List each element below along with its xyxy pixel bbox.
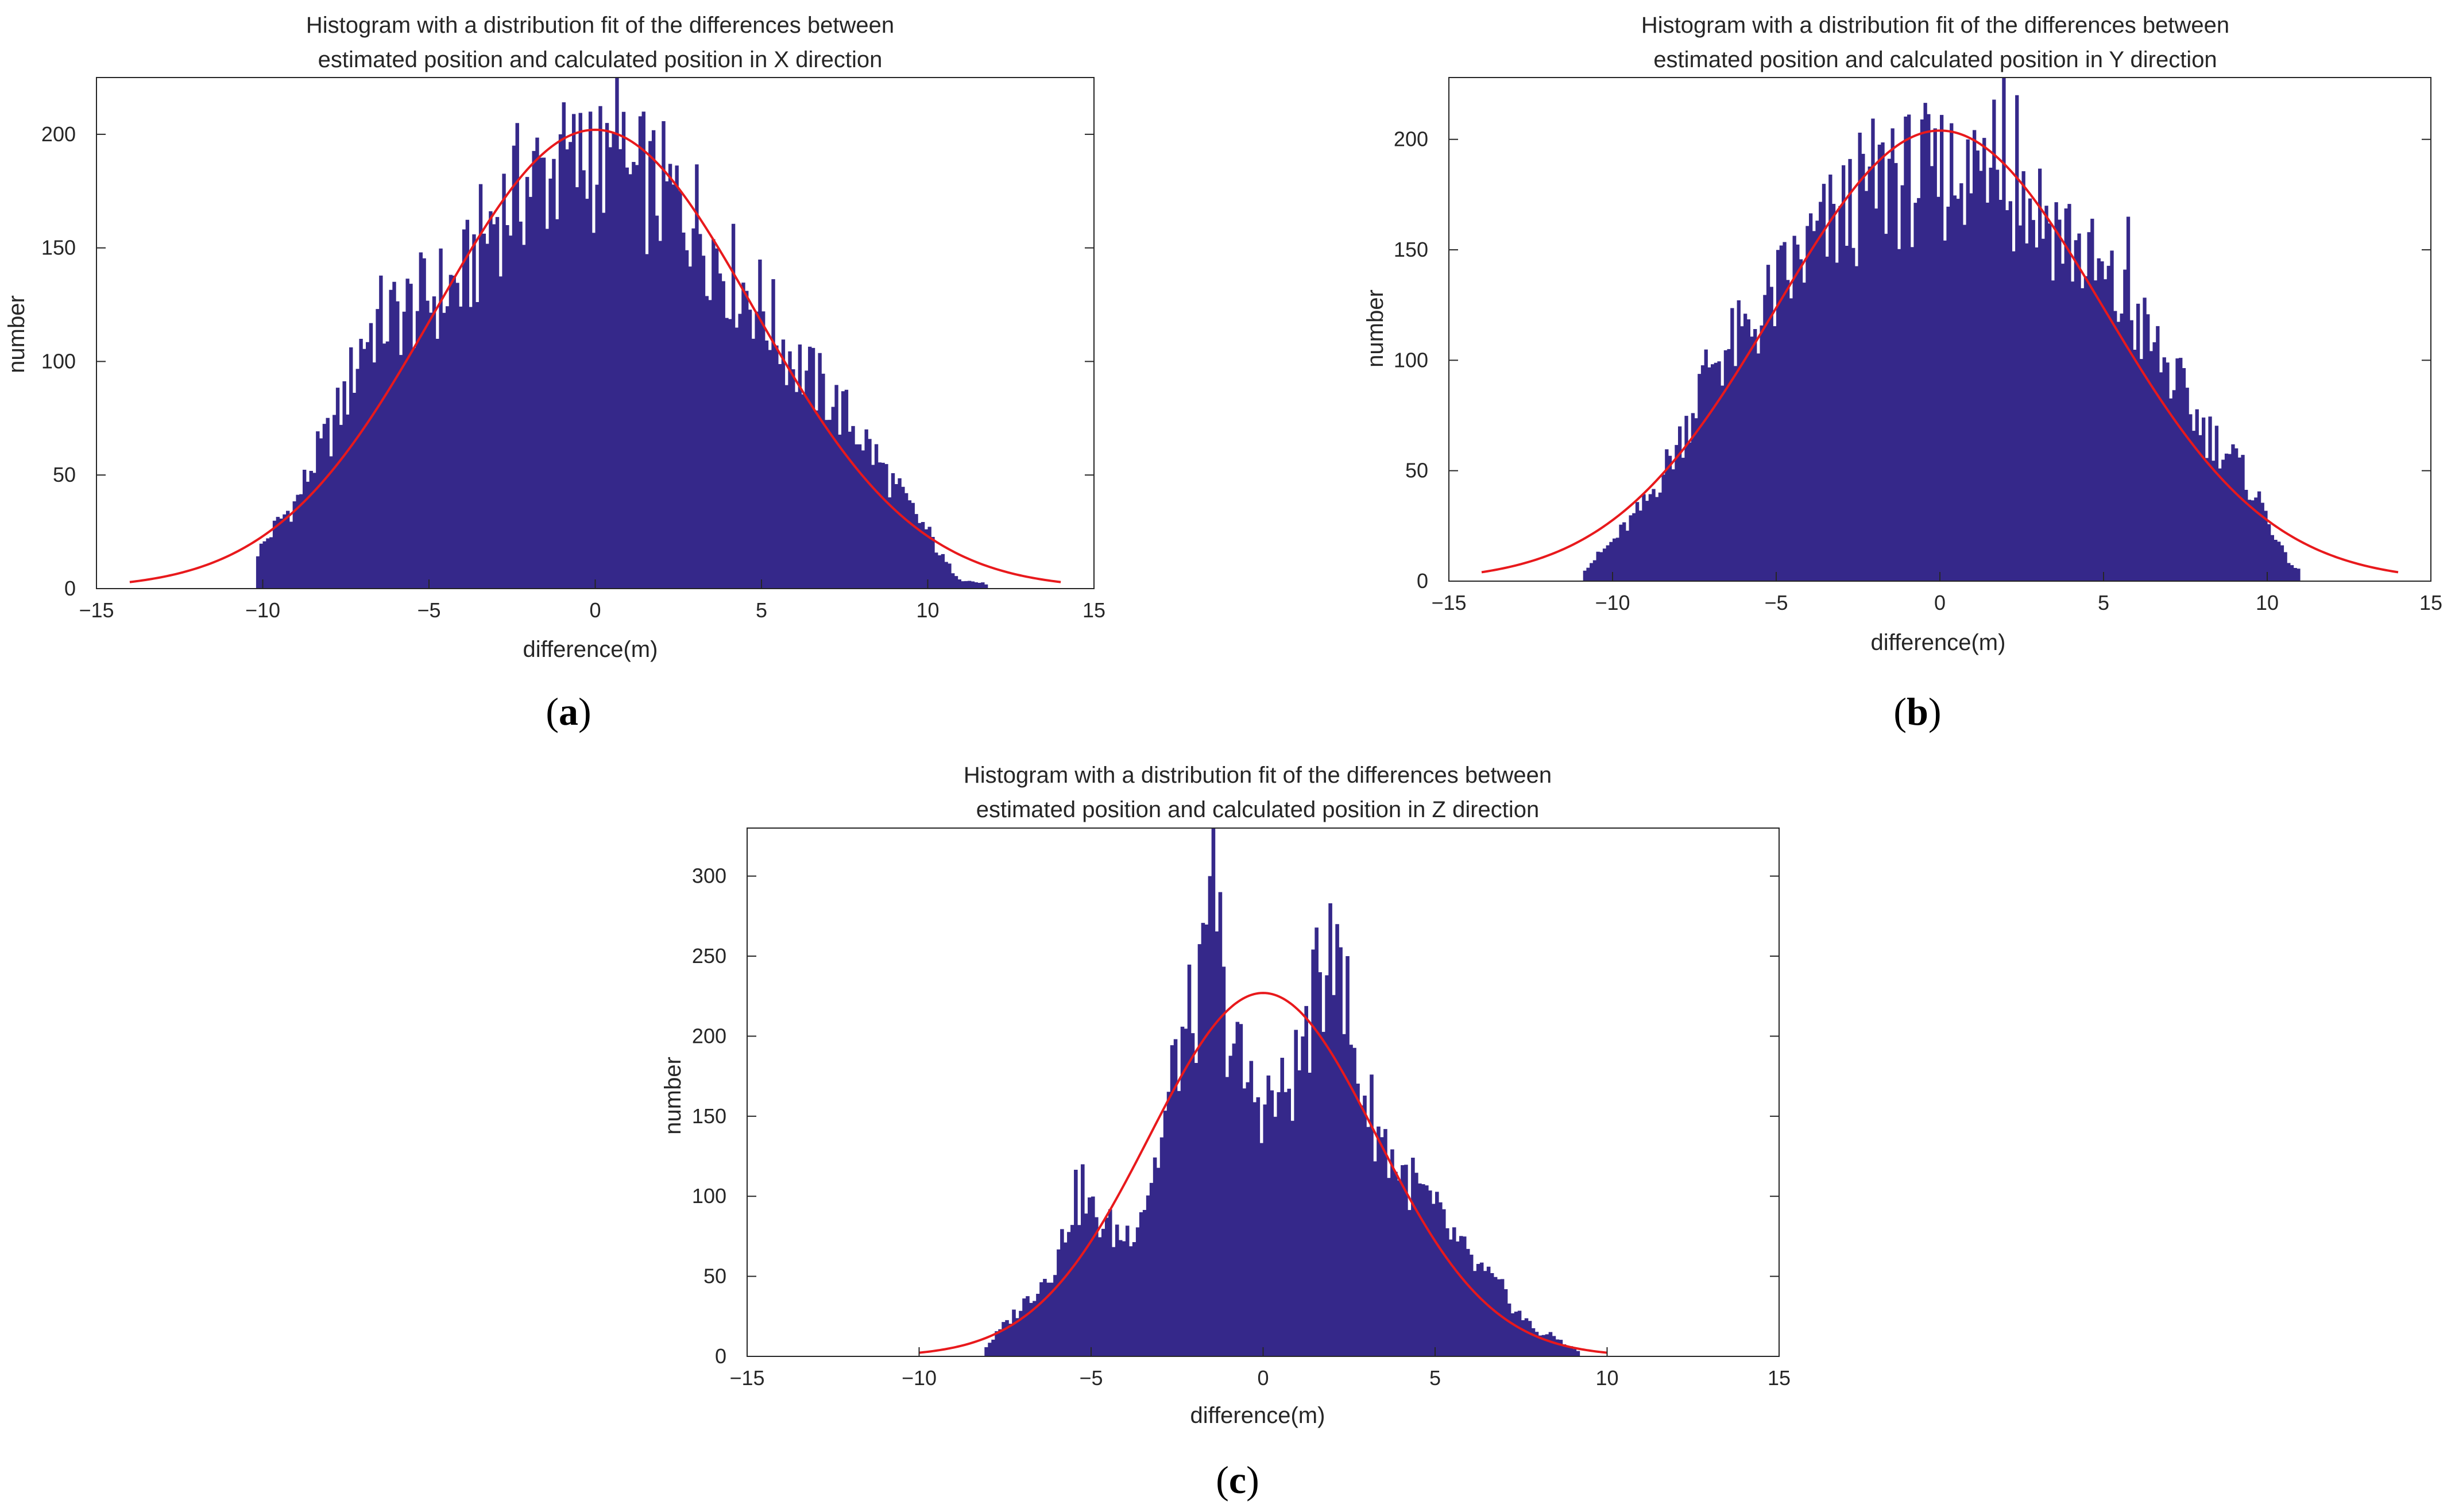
x-tick-label: 15 [1768,1366,1791,1390]
x-axis-label: difference(m) [523,637,658,662]
panel-letter-a: a [559,690,578,733]
x-tick-label: −10 [1595,591,1630,614]
y-tick-label: 0 [64,577,76,600]
x-tick-label: −5 [417,598,440,622]
histogram-bar-set [256,78,988,589]
panel-label-c: (c) [1216,1458,1259,1502]
x-tick-label: −10 [902,1366,937,1390]
y-tick-label: 50 [703,1264,726,1288]
x-tick-label: −5 [1764,591,1788,614]
y-tick-label: 150 [692,1104,726,1128]
x-tick-label: 5 [2098,591,2109,614]
distribution-fit-curve [129,128,1061,583]
x-tick-label: 15 [1082,598,1105,622]
histogram-bars [1583,78,2301,581]
x-tick-label: 0 [1257,1366,1269,1390]
y-tick-label: 50 [1405,459,1428,482]
histogram-panel-x: Histogram with a distribution fit of the… [4,13,1105,733]
x-axis-label: difference(m) [1871,630,2006,655]
y-tick-label: 200 [692,1024,726,1047]
distribution-fit-curve [1481,129,2399,574]
histogram-bar-set [984,828,1580,1356]
y-axis-label: number [660,1057,686,1135]
chart-title-line1: Histogram with a distribution fit of the… [306,13,894,38]
y-tick-label: 100 [1394,348,1428,372]
y-tick-label: 0 [1417,569,1428,593]
chart-title-line2: estimated position and calculated positi… [1653,47,2217,72]
x-tick-label: 5 [1429,1366,1441,1390]
y-tick-label: 100 [692,1184,726,1208]
x-tick-label: −10 [245,598,280,622]
y-tick-label: 300 [692,864,726,888]
x-tick-label: 10 [2256,591,2279,614]
y-tick-label: 200 [41,122,76,146]
y-axis-label: number [1363,289,1388,368]
panel-letter-c: c [1229,1458,1246,1502]
chart-title-line2: estimated position and calculated positi… [976,797,1540,822]
histogram-panel-z: Histogram with a distribution fit of the… [660,763,1791,1502]
x-tick-label: 0 [1934,591,1946,614]
x-tick-label: −5 [1079,1366,1103,1390]
x-tick-label: 10 [1595,1366,1618,1390]
panel-letter-b: b [1907,690,1928,733]
y-tick-label: 150 [41,236,76,260]
x-tick-label: −15 [79,598,114,622]
distribution-fit-curve [919,992,1607,1354]
x-tick-label: 10 [916,598,939,622]
histogram-panel-y: Histogram with a distribution fit of the… [1363,13,2442,733]
x-axis-label: difference(m) [1190,1403,1325,1428]
y-tick-label: 50 [53,463,76,486]
x-tick-label: 5 [756,598,767,622]
y-tick-label: 0 [715,1344,726,1368]
panel-label-a: (a) [546,690,591,733]
histogram-bars [984,828,1580,1356]
panel-label-b: (b) [1893,690,1941,733]
x-tick-label: −15 [729,1366,764,1390]
x-tick-label: 0 [589,598,601,622]
y-tick-label: 150 [1394,238,1428,261]
chart-title-line1: Histogram with a distribution fit of the… [964,763,1552,788]
chart-title-line1: Histogram with a distribution fit of the… [1641,13,2229,38]
histogram-bar-set [1583,78,2301,581]
y-tick-label: 100 [41,349,76,373]
x-tick-label: −15 [1431,591,1466,614]
x-tick-label: 15 [2419,591,2442,614]
y-axis-label: number [4,295,29,373]
y-tick-label: 200 [1394,127,1428,151]
histogram-bars [256,78,988,589]
chart-title-line2: estimated position and calculated positi… [318,47,883,72]
y-tick-label: 250 [692,944,726,968]
